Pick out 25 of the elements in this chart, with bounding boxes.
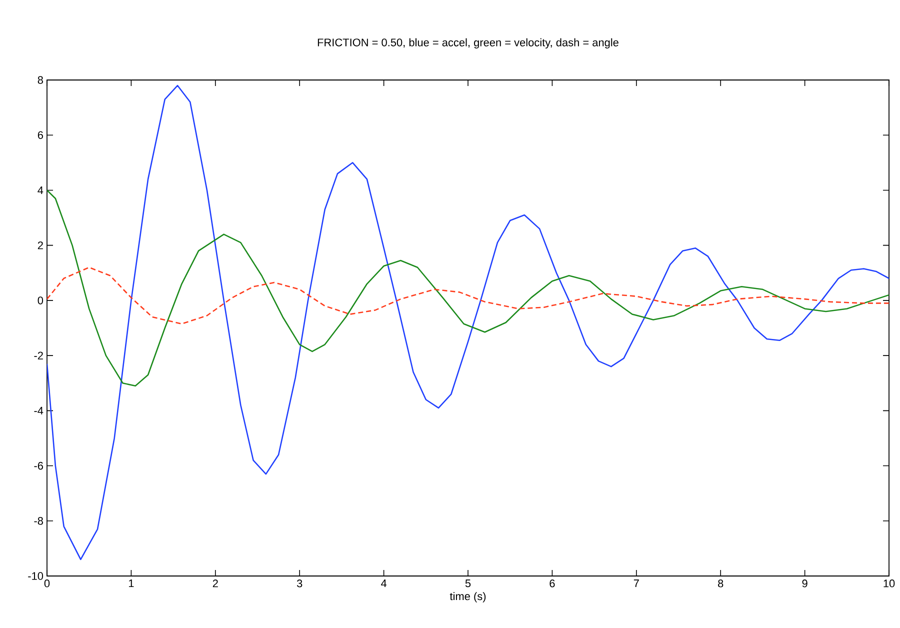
x-tick-label: 1 <box>128 580 134 588</box>
y-tick-label: -10 <box>28 572 44 580</box>
x-tick-label: 2 <box>212 580 218 588</box>
x-tick-label: 6 <box>550 580 555 588</box>
x-tick-label: 5 <box>465 580 471 588</box>
y-tick-label: -2 <box>34 352 43 360</box>
line-series <box>47 266 890 325</box>
x-tick-label: 9 <box>802 580 808 588</box>
y-tick-label: 2 <box>38 242 43 250</box>
y-tick-label: 4 <box>38 186 44 194</box>
y-tick-label: -8 <box>34 517 43 525</box>
y-tick-label: 8 <box>38 76 43 84</box>
x-tick-label: 10 <box>884 580 895 588</box>
y-tick-label: 0 <box>38 296 44 304</box>
x-tick-label: 8 <box>718 580 724 588</box>
x-tick-label: 3 <box>296 580 302 588</box>
line-series <box>47 84 890 560</box>
y-tick-label: 6 <box>38 131 43 139</box>
x-tick-label: 4 <box>381 580 387 588</box>
x-axis-title: time (s) <box>450 592 486 602</box>
y-tick-label: -4 <box>34 406 44 414</box>
x-tick-label: 7 <box>634 580 639 588</box>
y-tick-label: -6 <box>34 462 43 470</box>
x-tick-label: 0 <box>44 580 50 588</box>
chart-title: FRICTION = 0.50, blue = accel, green = velocity, dash = angle <box>318 38 618 48</box>
